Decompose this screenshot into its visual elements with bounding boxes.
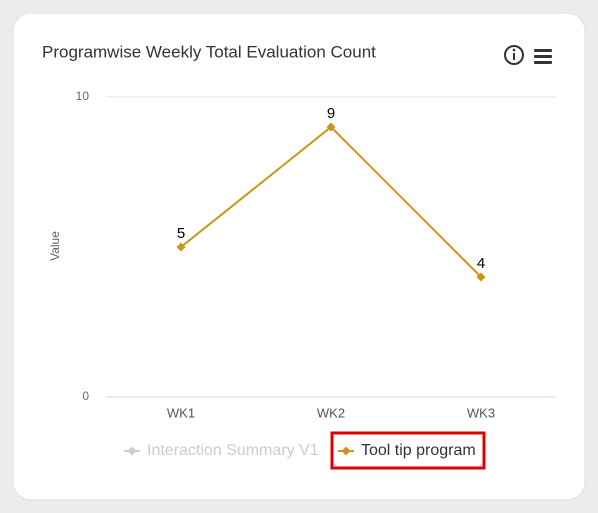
chart-title: Programwise Weekly Total Evaluation Coun… [42,42,376,61]
x-tick-label: WK3 [467,405,495,420]
highlight-box [330,431,486,470]
y-tick-label: 0 [82,389,89,403]
y-tick-label: 10 [76,89,90,103]
x-tick-label: WK1 [167,405,195,420]
point-marker [476,272,486,282]
legend-marker[interactable] [341,446,351,456]
legend-label[interactable]: Interaction Summary V1 [147,442,319,459]
point-marker [326,122,336,132]
info-icon[interactable] [504,45,524,65]
y-axis-label: Value [48,231,62,261]
legend-label[interactable]: Tool tip program [361,442,476,459]
legend-marker[interactable] [127,446,137,456]
menu-icon[interactable] [534,49,552,64]
data-label: 4 [477,255,485,272]
card [12,12,586,501]
point-marker [176,242,186,252]
data-label: 5 [177,225,185,242]
x-tick-label: WK2 [317,405,345,420]
data-label: 9 [327,105,335,122]
